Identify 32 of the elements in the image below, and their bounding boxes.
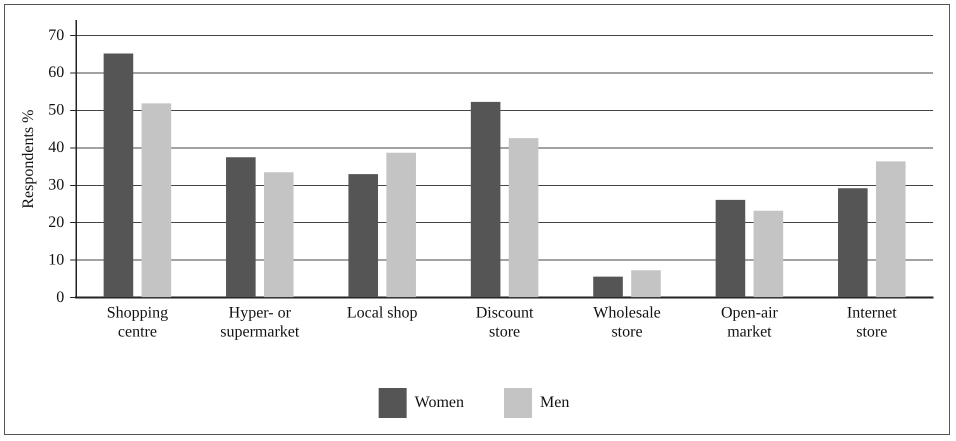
x-tick-label: Hyper- or supermarket	[220, 304, 300, 341]
bar	[508, 138, 538, 298]
bar	[104, 54, 134, 298]
bar	[716, 200, 746, 298]
y-tick-label: 20	[48, 214, 64, 231]
y-axis-title: Respondents %	[20, 110, 37, 209]
y-tick-label: 0	[56, 288, 64, 306]
y-tick-label: 60	[48, 64, 64, 82]
y-tick-label: 50	[48, 102, 64, 119]
x-tick-label: Wholesale store	[593, 304, 661, 341]
bar	[876, 161, 906, 298]
bar	[754, 210, 784, 298]
x-tick-label: Discount store	[476, 304, 534, 341]
x-tick-label: Internet store	[846, 304, 898, 341]
bar	[470, 102, 500, 298]
bar	[142, 103, 172, 298]
bar	[631, 270, 661, 298]
bar	[348, 174, 378, 298]
bar	[838, 188, 868, 298]
bar	[264, 172, 294, 298]
bar	[226, 157, 256, 298]
bar	[386, 152, 416, 298]
y-tick-label: 40	[48, 139, 64, 156]
x-tick-label: Local shop	[346, 304, 418, 322]
x-tick-label: Open-air market	[720, 304, 778, 341]
y-tick-label: 70	[48, 26, 64, 44]
y-tick-label: 10	[48, 251, 64, 268]
legend-label: Women	[414, 394, 464, 412]
legend-label: Men	[540, 394, 570, 412]
bar	[593, 276, 623, 298]
x-tick-label: Shopping centre	[106, 304, 168, 341]
y-tick-label: 30	[48, 176, 64, 194]
